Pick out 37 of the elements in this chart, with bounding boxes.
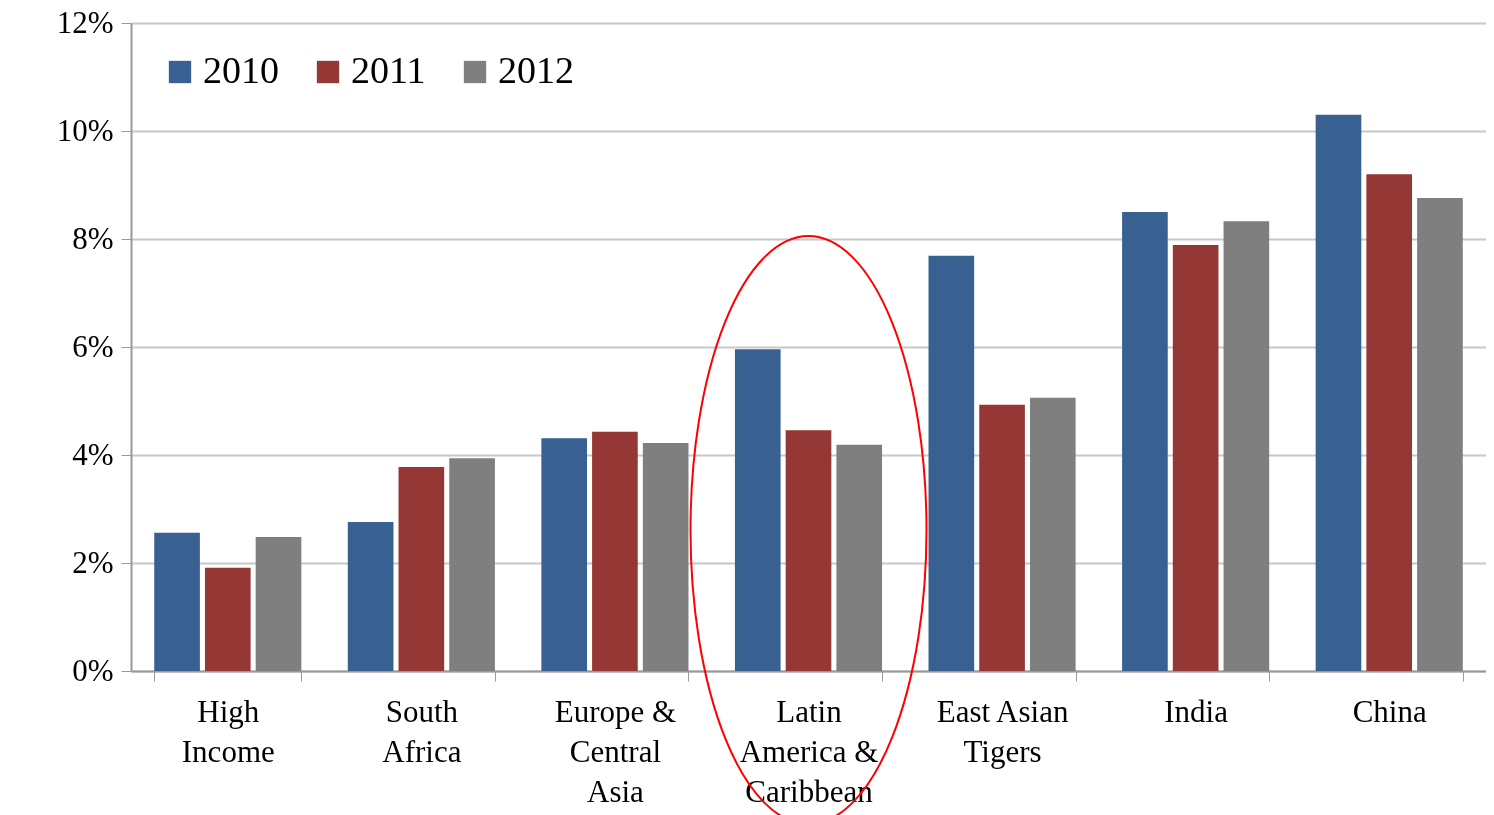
bar bbox=[642, 443, 689, 671]
x-tick-label: India bbox=[1164, 693, 1229, 729]
bar bbox=[449, 458, 495, 671]
bar bbox=[1315, 114, 1362, 671]
x-tick-label: East Asian Tigers bbox=[936, 693, 1069, 769]
bar bbox=[541, 438, 588, 671]
bar bbox=[255, 537, 302, 671]
bar bbox=[928, 255, 975, 671]
x-tick-label: High Income bbox=[181, 693, 275, 769]
y-tick-label: 6% bbox=[72, 328, 114, 364]
y-tick-label: 0% bbox=[72, 652, 114, 688]
x-tick-label: Europe & Central Asia bbox=[554, 693, 677, 809]
x-tick-label: South Africa bbox=[382, 693, 462, 769]
y-tick-label: 8% bbox=[72, 220, 114, 256]
y-tick-label: 2% bbox=[72, 544, 114, 580]
bar bbox=[734, 349, 781, 671]
x-tick-label: China bbox=[1352, 693, 1427, 729]
bar bbox=[398, 466, 445, 671]
y-tick-label: 4% bbox=[72, 436, 114, 472]
bar bbox=[1122, 212, 1168, 671]
bar bbox=[836, 444, 883, 671]
bar bbox=[1172, 244, 1219, 671]
y-tick-label: 10% bbox=[56, 112, 114, 148]
bar bbox=[785, 430, 832, 671]
bar bbox=[204, 567, 251, 671]
bar bbox=[592, 431, 638, 671]
bar bbox=[154, 532, 200, 671]
bar bbox=[1223, 221, 1270, 671]
bar bbox=[979, 404, 1025, 671]
bar bbox=[1366, 174, 1413, 671]
bar bbox=[1417, 197, 1463, 671]
bar bbox=[1029, 397, 1076, 671]
y-tick-label: 12% bbox=[56, 4, 114, 40]
legend-label: 2012 bbox=[498, 49, 574, 91]
legend-label: 2011 bbox=[351, 49, 426, 91]
bar bbox=[347, 521, 394, 671]
legend-label: 2010 bbox=[203, 49, 279, 91]
